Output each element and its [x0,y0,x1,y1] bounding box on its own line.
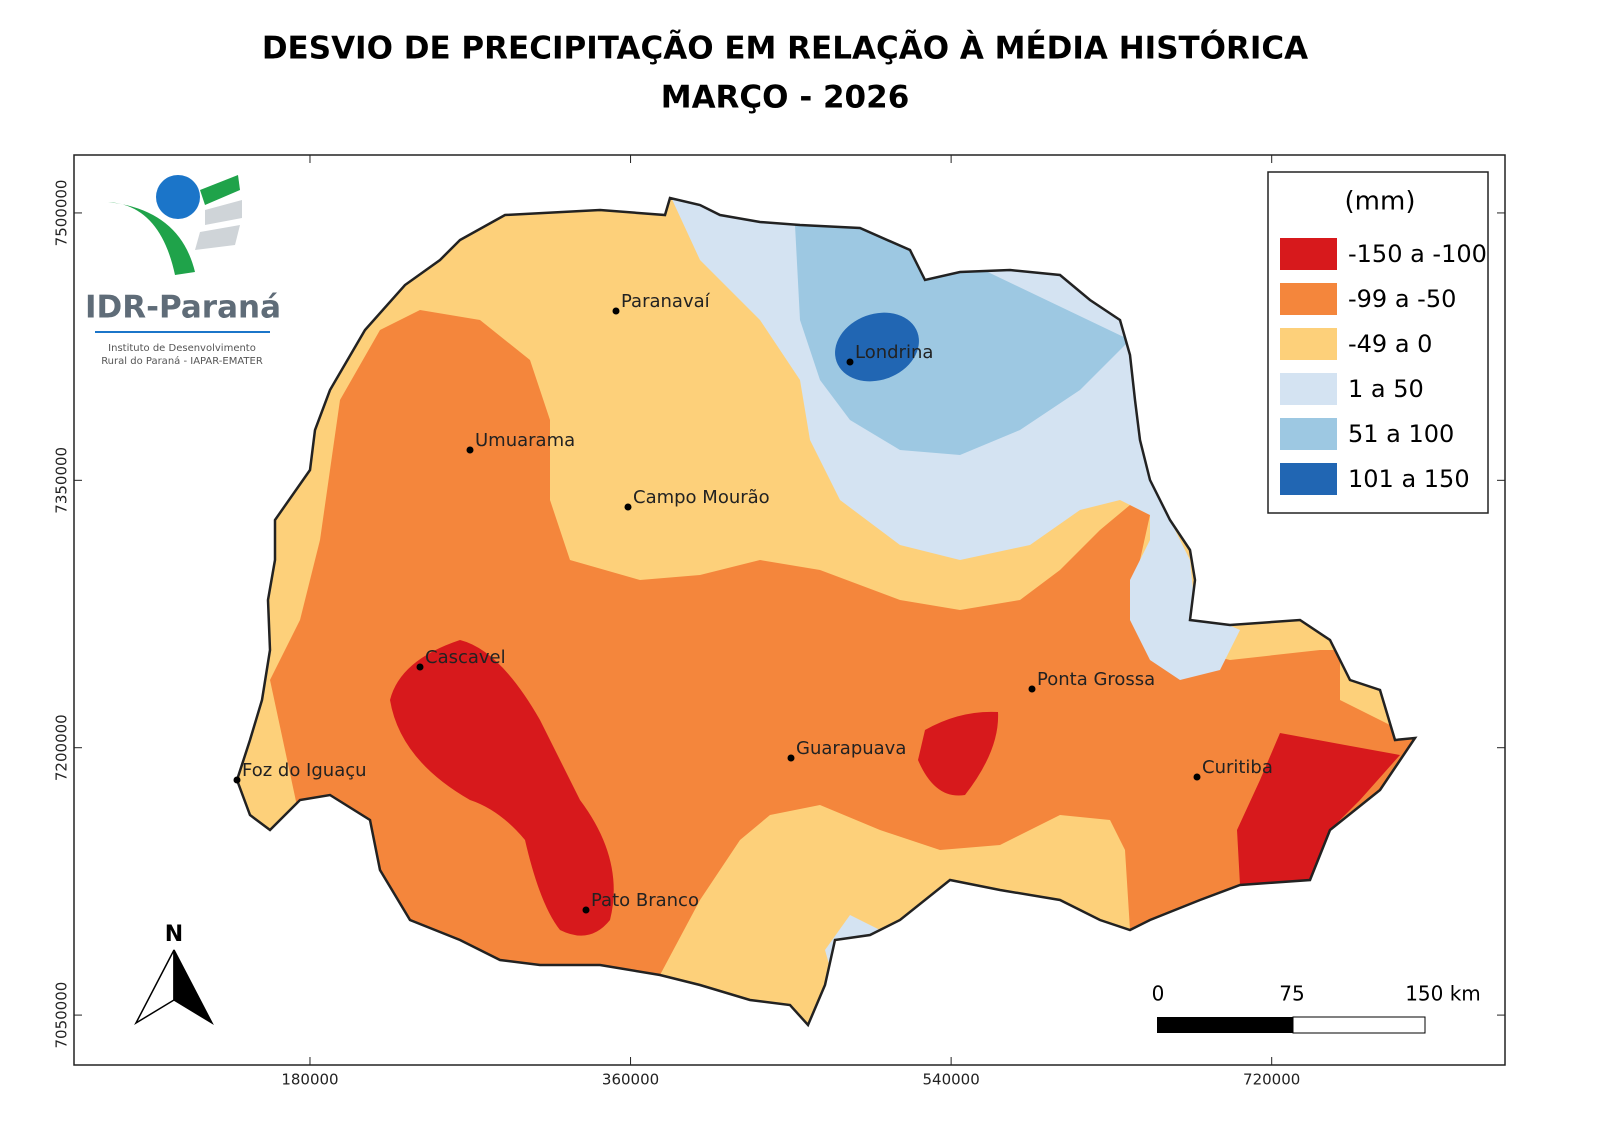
city-label: Paranavaí [621,291,711,312]
logo: IDR-Paraná Instituto de Desenvolvimento … [85,175,281,367]
legend-swatch [1280,463,1337,495]
legend-swatch [1280,238,1337,270]
subtitle: MARÇO - 2026 [661,80,910,116]
y-tick-label: 7050000 [53,982,71,1049]
logo-circle [156,175,200,219]
city-label: Curitiba [1202,757,1273,778]
city-label: Campo Mourão [633,487,770,508]
logo-swoosh [205,200,242,225]
logo-text: Instituto de Desenvolvimento [108,343,256,354]
x-tick-label: 720000 [1243,1071,1300,1089]
logo-swoosh [108,202,195,275]
city-dot [416,663,424,671]
region [1237,733,1400,885]
north-arrow: N [134,922,214,1026]
legend: (mm) -150 a -100 -99 a -50 -49 a 0 1 a 50 51… [1267,171,1489,514]
legend-title: (mm) [1345,187,1416,217]
region [835,312,919,382]
region [918,711,999,796]
city-label: Cascavel [425,647,506,668]
city-dot [1028,685,1036,693]
scale-segment [1292,1016,1426,1034]
logo-name: IDR-Paraná [85,290,281,326]
legend-label: 51 a 100 [1348,420,1454,448]
legend-label: -49 a 0 [1348,330,1432,358]
city-label: Pato Branco [591,890,699,911]
legend-label: 1 a 50 [1348,375,1424,403]
legend-label: -99 a -50 [1348,285,1456,313]
x-tick-label: 540000 [922,1071,979,1089]
north-half [173,949,214,1026]
scale-label: 150 km [1405,982,1481,1006]
logo-text: Rural do Paraná - IAPAR-EMATER [101,355,263,367]
region [795,225,1130,455]
city-label: Foz do Iguaçu [242,760,367,781]
y-tick-label: 7500000 [53,180,71,247]
north-label: N [165,922,183,947]
title: DESVIO DE PRECIPITAÇÃO EM RELAÇÃO À MÉDI… [262,30,1308,67]
logo-swoosh [195,225,240,250]
legend-swatch [1280,328,1337,360]
city-dot [466,446,474,454]
x-tick-label: 360000 [602,1071,659,1089]
city-dot [1193,773,1201,781]
city-dot [787,754,795,762]
city-label: Guarapuava [796,738,906,759]
city-dot [233,776,241,784]
city-dot [612,307,620,315]
x-tick-label: 180000 [281,1071,338,1089]
legend-swatch [1280,283,1337,315]
scale-label: 75 [1279,982,1304,1006]
legend-label: 101 a 150 [1348,465,1470,493]
region [390,640,614,936]
logo-swoosh [200,175,240,205]
city-dot [582,906,590,914]
legend-swatch [1280,373,1337,405]
city-label: Umuarama [475,430,575,451]
city-dot [846,358,854,366]
city-dot [624,503,632,511]
scale-bar: 0 75 150 km [1152,982,1481,1034]
y-tick-label: 7200000 [53,714,71,781]
city-label: Ponta Grossa [1037,669,1155,690]
scale-label: 0 [1152,982,1165,1006]
legend-label: -150 a -100 [1348,240,1487,268]
y-tick-label: 7350000 [53,447,71,514]
city-label: Londrina [855,342,933,363]
legend-swatch [1280,418,1337,450]
scale-segment [1157,1017,1293,1033]
